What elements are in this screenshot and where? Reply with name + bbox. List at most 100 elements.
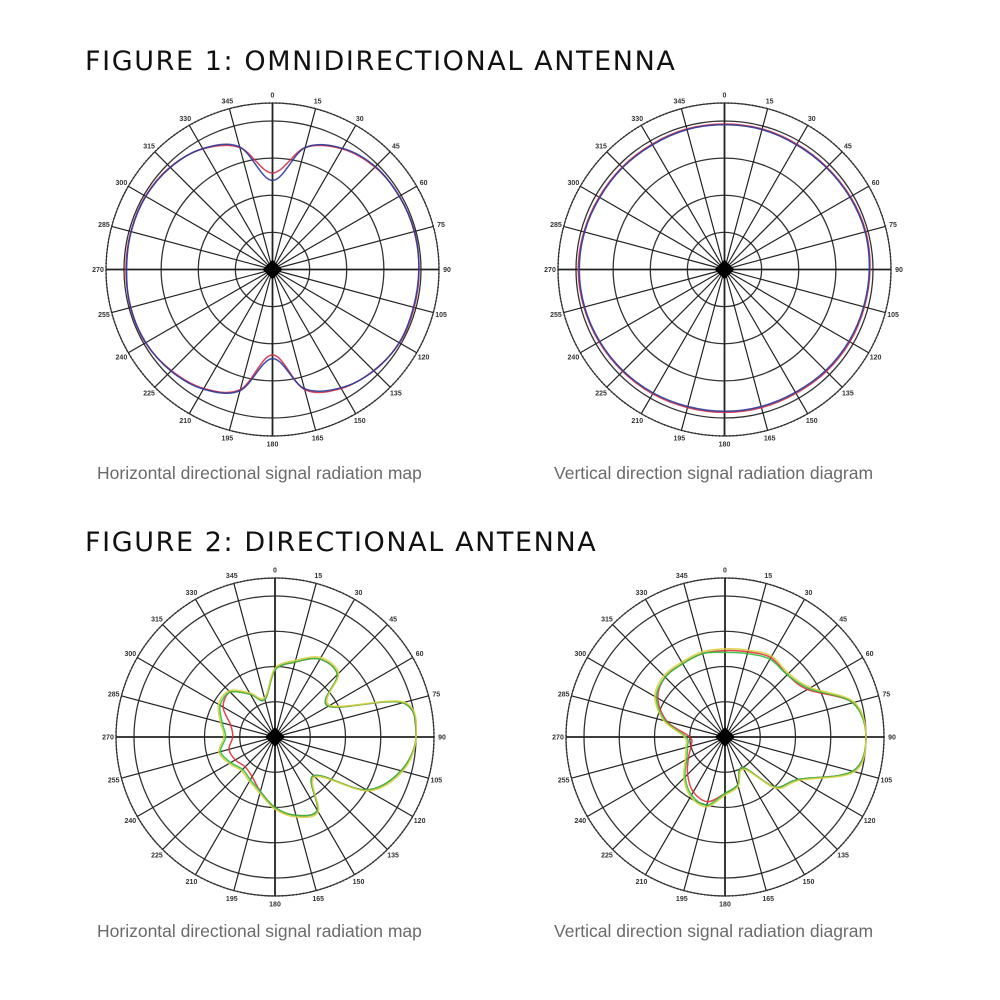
angle-tick-label: 330	[186, 590, 198, 597]
spoke	[724, 736, 863, 818]
angle-tick-label: 60	[872, 180, 880, 187]
angle-tick-label: 315	[601, 616, 613, 623]
spoke	[606, 269, 725, 388]
spoke	[563, 225, 725, 271]
spoke	[274, 736, 317, 891]
angle-tick-label: 345	[226, 573, 238, 580]
spoke	[137, 656, 276, 738]
angle-tick-label: 240	[568, 354, 580, 361]
angle-tick-label: 345	[221, 98, 233, 105]
angle-tick-label: 30	[356, 116, 364, 123]
spoke	[274, 736, 388, 850]
spoke	[723, 269, 769, 431]
radiation-pattern-series	[578, 123, 871, 413]
angle-tick-label: 30	[355, 590, 363, 597]
spoke	[121, 736, 276, 779]
spoke	[228, 269, 274, 431]
spoke	[272, 225, 434, 271]
spoke	[724, 736, 838, 850]
angle-tick-label: 105	[430, 778, 442, 785]
angle-tick-label: 180	[267, 442, 279, 449]
angle-tick-label: 165	[312, 436, 324, 443]
figure2-left-caption: Horizontal directional signal radiation …	[97, 921, 422, 941]
spoke	[194, 599, 276, 738]
angle-tick-label: 0	[723, 93, 727, 100]
spoke	[724, 736, 767, 891]
angle-tick-label: 225	[143, 390, 155, 397]
center-hub	[265, 727, 285, 747]
spoke	[121, 695, 276, 738]
angle-tick-label: 0	[723, 568, 727, 575]
angle-tick-label: 195	[673, 436, 685, 443]
angle-tick-label: 150	[353, 879, 365, 886]
angle-tick-label: 60	[416, 651, 424, 658]
figure1-horizontal-polar-chart: 0 15 30 45 60 75 90 105 120 135 150 165 180 195 210 225…	[92, 93, 451, 449]
angle-tick-label: 30	[805, 590, 813, 597]
angle-tick-label: 285	[98, 222, 110, 229]
angle-tick-label: 120	[864, 818, 876, 825]
angle-tick-label: 180	[719, 902, 731, 909]
angle-tick-label: 180	[719, 442, 731, 449]
spoke	[724, 736, 806, 875]
angle-tick-label: 150	[354, 418, 366, 425]
spoke	[580, 185, 725, 271]
angle-tick-label: 135	[837, 853, 849, 860]
figure1-left-caption: Horizontal directional signal radiation …	[97, 463, 422, 483]
spoke	[274, 656, 413, 738]
spoke	[724, 151, 843, 270]
angle-tick-label: 210	[631, 418, 643, 425]
spoke	[606, 151, 725, 270]
radiation-pattern-series	[218, 657, 417, 817]
angle-tick-label: 45	[839, 616, 847, 623]
spoke	[162, 624, 276, 738]
angle-tick-label: 0	[273, 568, 277, 575]
spoke	[271, 108, 317, 270]
spoke	[233, 736, 276, 891]
angle-tick-label: 165	[762, 896, 774, 903]
spoke	[640, 125, 726, 270]
angle-tick-label: 60	[420, 180, 428, 187]
angle-tick-label: 210	[186, 879, 198, 886]
angle-tick-label: 285	[550, 222, 562, 229]
radiation-pattern-series	[217, 656, 418, 819]
angle-tick-label: 210	[636, 879, 648, 886]
spoke	[723, 125, 809, 270]
spoke	[272, 185, 417, 271]
angle-tick-label: 255	[558, 778, 570, 785]
figure1-right-caption: Vertical direction signal radiation diag…	[554, 463, 874, 483]
spoke	[111, 225, 273, 271]
spoke	[724, 268, 886, 314]
spoke	[128, 185, 273, 271]
angle-tick-label: 255	[550, 312, 562, 319]
angle-tick-label: 120	[870, 354, 882, 361]
radiation-pattern-series	[654, 648, 867, 808]
spoke	[683, 736, 726, 891]
spoke	[680, 108, 726, 270]
angle-tick-label: 270	[102, 735, 114, 742]
angle-tick-label: 90	[438, 735, 446, 742]
angle-tick-label: 195	[226, 896, 238, 903]
angle-tick-label: 120	[414, 818, 426, 825]
angle-tick-label: 75	[432, 691, 440, 698]
angle-tick-label: 330	[179, 116, 191, 123]
angle-tick-label: 345	[673, 98, 685, 105]
angle-tick-label: 225	[151, 853, 163, 860]
spoke	[228, 108, 274, 270]
angle-tick-label: 315	[151, 616, 163, 623]
spoke	[194, 736, 276, 875]
spoke	[271, 269, 357, 414]
angle-tick-label: 165	[764, 436, 776, 443]
spoke	[724, 624, 838, 738]
spoke	[612, 736, 726, 850]
spoke	[612, 624, 726, 738]
spoke	[680, 269, 726, 431]
angle-tick-label: 15	[766, 98, 774, 105]
spoke	[723, 269, 809, 414]
spoke	[723, 108, 769, 270]
angle-tick-label: 270	[552, 735, 564, 742]
angle-tick-label: 240	[125, 818, 137, 825]
spoke	[724, 656, 863, 738]
spoke	[587, 736, 726, 818]
spoke	[724, 599, 806, 738]
spoke	[724, 736, 879, 779]
